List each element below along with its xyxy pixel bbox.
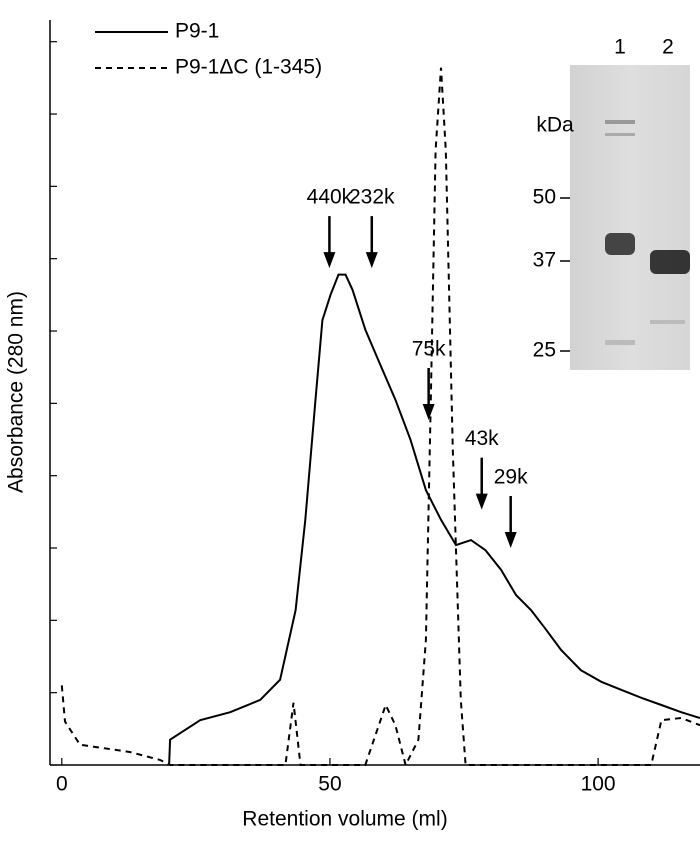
lane-label: 1 — [614, 36, 626, 59]
gel-band — [605, 120, 635, 124]
y-axis-label: Absorbance (280 nm) — [5, 291, 28, 493]
annotation-arrowhead — [323, 252, 336, 269]
gel-band — [605, 133, 635, 136]
annotation-label: 29k — [494, 466, 528, 489]
gel — [570, 65, 690, 370]
gel-band — [650, 250, 690, 274]
marker-label: 25 — [533, 339, 556, 362]
annotation-label: 75k — [412, 338, 446, 361]
x-tick-label: 0 — [56, 773, 68, 796]
annotation-label: 232k — [349, 186, 395, 209]
unit-label: kDa — [536, 114, 574, 137]
lane-label: 2 — [662, 36, 674, 59]
legend-label: P9-1ΔC (1-345) — [175, 56, 322, 79]
series-line — [168, 273, 700, 766]
legend-label: P9-1 — [175, 20, 219, 43]
series-line — [60, 67, 700, 768]
gel-band — [605, 233, 635, 255]
gel-band — [605, 340, 635, 345]
marker-label: 37 — [533, 249, 556, 272]
annotation-arrowhead — [422, 403, 435, 420]
annotation-label: 440k — [307, 186, 353, 209]
inset-gel: 1 2 kDa 50 37 25 — [533, 36, 690, 370]
annotation-arrowhead — [475, 493, 488, 510]
marker-label: 50 — [533, 186, 556, 209]
annotation-arrowhead — [365, 252, 378, 269]
x-tick-label: 100 — [581, 773, 616, 796]
annotation-arrowhead — [504, 532, 517, 549]
x-axis-label: Retention volume (ml) — [242, 808, 447, 831]
gel-band — [650, 320, 685, 324]
annotation-label: 43k — [465, 427, 499, 450]
x-tick-label: 50 — [318, 773, 341, 796]
